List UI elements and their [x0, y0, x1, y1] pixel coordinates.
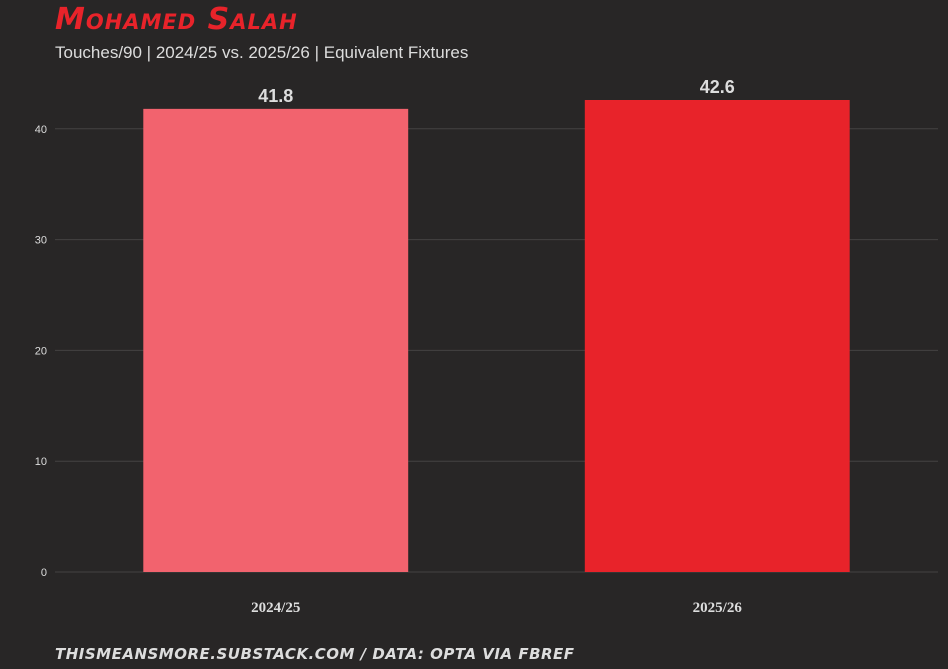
- bar: [143, 108, 409, 572]
- y-tick-label: 20: [35, 345, 47, 357]
- y-tick-label: 10: [35, 456, 47, 468]
- chart-title: Mohamed Salah: [55, 2, 298, 37]
- y-tick-label: 40: [35, 124, 47, 136]
- chart-caption: thismeansmore.substack.com / Data: Opta …: [55, 645, 575, 663]
- bar: [584, 100, 850, 572]
- y-tick-label: 0: [41, 567, 47, 579]
- x-tick-label: 2025/26: [693, 600, 743, 616]
- x-tick-label: 2024/25: [251, 600, 300, 616]
- y-tick-label: 30: [35, 235, 47, 247]
- chart-subtitle: Touches/90 | 2024/25 vs. 2025/26 | Equiv…: [55, 43, 469, 62]
- data-label: 42.6: [700, 77, 735, 97]
- data-label: 41.8: [258, 86, 293, 106]
